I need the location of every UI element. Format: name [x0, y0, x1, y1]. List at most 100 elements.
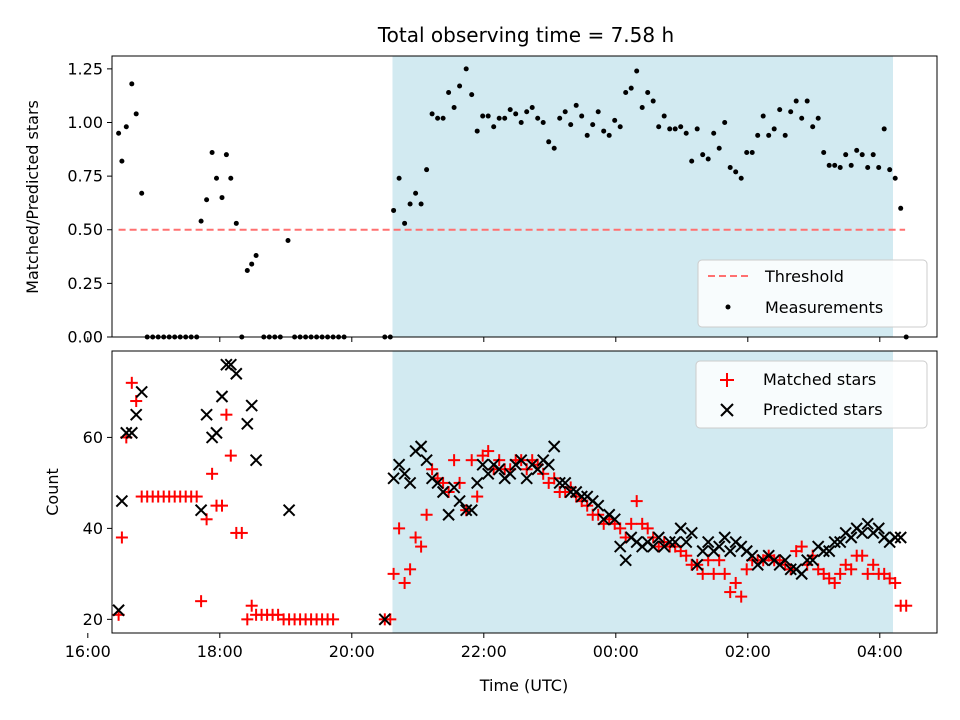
x-tick-label: 02:00: [725, 642, 771, 661]
measurement-point: [485, 113, 491, 119]
x-tick-label: 00:00: [593, 642, 639, 661]
measurement-point: [562, 109, 568, 115]
measurement-point: [705, 156, 711, 162]
measurement-point: [209, 150, 215, 156]
measurement-point: [204, 197, 210, 203]
measurement-point: [832, 162, 838, 168]
predicted-star-point: [690, 558, 704, 571]
predicted-star-point: [392, 458, 406, 471]
measurement-point: [623, 89, 629, 95]
matched-star-point: [437, 476, 450, 489]
measurement-point: [645, 89, 651, 95]
bottom-y-tick-label: 20: [83, 610, 103, 629]
predicted-star-point: [520, 472, 533, 485]
predicted-star-point: [613, 540, 627, 553]
measurement-point: [402, 220, 408, 226]
measurement-point: [683, 130, 689, 136]
predicted-star-point: [872, 522, 885, 535]
predicted-star-point: [115, 494, 129, 508]
measurement-point: [457, 83, 463, 89]
matched-star-point: [630, 495, 643, 508]
top-y-tick-label: 0.50: [67, 220, 103, 239]
matched-star-point: [393, 522, 406, 535]
matched-star-point: [471, 490, 484, 503]
top-y-tick-label: 0.75: [67, 167, 103, 186]
matched-star-point: [828, 576, 841, 589]
x-axis-label: Time (UTC): [479, 676, 568, 695]
measurement-point: [782, 132, 788, 138]
top-panel: 0.00 0.25 0.50 0.75 1.00 1.25 Matched/Predict…: [23, 55, 938, 347]
predicted-star-point: [125, 426, 139, 440]
predicted-star-point: [844, 531, 858, 544]
matched-star-point: [420, 508, 433, 521]
predicted-star-point: [378, 613, 392, 626]
measurement-point: [766, 132, 772, 138]
measurement-point: [418, 201, 424, 207]
measurement-point: [219, 195, 225, 201]
measurement-point: [584, 132, 590, 138]
measurement-point: [617, 124, 623, 130]
measurement-point: [771, 126, 777, 132]
matched-star-point: [220, 408, 233, 421]
measurement-point: [451, 104, 457, 110]
x-tick-label: 20:00: [329, 642, 375, 661]
measurement-point: [711, 130, 717, 136]
predicted-star-point: [861, 517, 874, 531]
predicted-star-point: [888, 531, 902, 544]
x-tick-label: 16:00: [65, 642, 111, 661]
bottom-y-ticks: 20 40 60: [83, 428, 112, 629]
measurement-point: [744, 150, 750, 156]
measurement-point: [285, 237, 291, 243]
measurement-point: [760, 113, 766, 119]
predicted-star-point: [894, 531, 907, 544]
predicted-star-point: [492, 463, 506, 476]
predicted-star-point: [696, 544, 709, 558]
predicted-star-point: [245, 399, 258, 412]
predicted-star-point: [215, 390, 229, 403]
predicted-star-point: [663, 535, 676, 549]
measurement-point: [667, 126, 673, 132]
measurement-point: [799, 115, 805, 121]
measurement-point: [661, 113, 667, 119]
predicted-star-point: [210, 426, 223, 440]
measurement-point: [804, 98, 810, 104]
predicted-star-point: [447, 481, 461, 494]
predicted-star-point: [712, 540, 726, 553]
predicted-star-point: [701, 535, 715, 549]
measurement-point: [612, 117, 618, 123]
measurement-point: [755, 132, 761, 138]
measurement-point: [546, 139, 552, 145]
matched-star-point: [680, 549, 693, 562]
predicted-star-point: [553, 476, 566, 490]
measurement-point: [123, 124, 129, 130]
measurement-point: [513, 111, 519, 117]
measurement-point: [870, 152, 876, 158]
measurement-point: [480, 113, 486, 119]
measurement-point: [496, 115, 502, 121]
top-y-ticks: 0.00 0.25 0.50 0.75 1.00 1.25: [67, 59, 112, 347]
matched-star-point: [900, 599, 913, 612]
x-tick-label: 04:00: [857, 642, 903, 661]
legend-matched-swatch: [720, 373, 734, 387]
legend-predicted-swatch: [720, 403, 734, 417]
measurement-point: [733, 169, 739, 175]
matched-star-point: [415, 540, 428, 553]
measurement-point: [810, 124, 816, 130]
measurement-point: [876, 165, 882, 171]
matched-star-point: [409, 531, 422, 544]
top-legend-box: [697, 259, 928, 328]
predicted-star-point: [414, 440, 428, 453]
predicted-star-point: [745, 549, 759, 562]
measurement-point: [628, 85, 634, 91]
predicted-star-point: [723, 544, 737, 558]
matched-star-point: [834, 567, 847, 580]
measurement-point: [892, 175, 898, 181]
predicted-star-point: [249, 453, 263, 467]
predicted-star-point: [778, 554, 792, 567]
measurement-point: [133, 111, 139, 117]
measurement-point: [854, 147, 860, 153]
matched-star-point: [206, 467, 219, 480]
matched-star-point: [448, 454, 461, 467]
matched-star-point: [729, 576, 742, 589]
